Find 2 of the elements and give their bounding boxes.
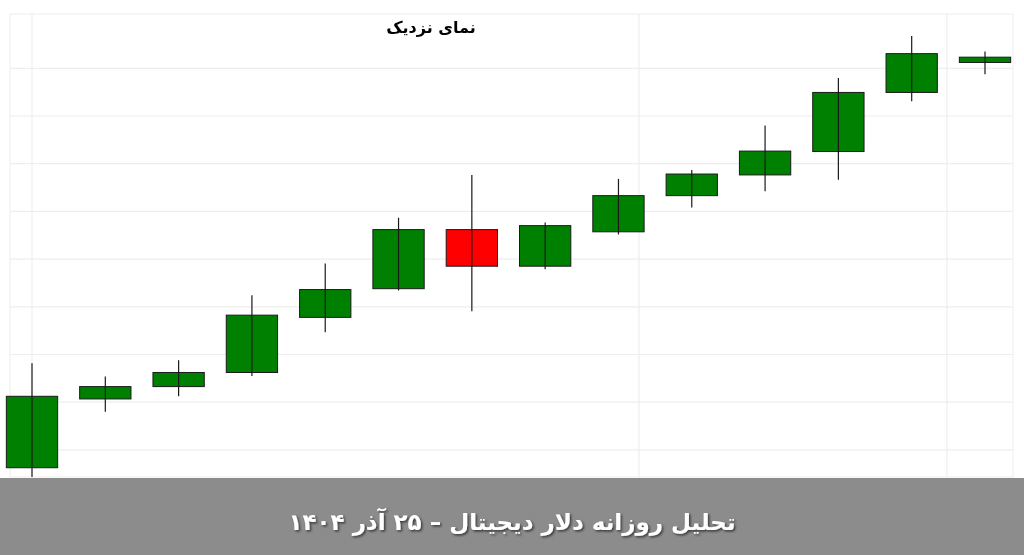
annotation: تحلیل روزانه دلار دیجیتال – ۲۵ آذر ۱۴۰۴ — [288, 509, 736, 535]
title: نمای نزدیک — [386, 18, 476, 37]
